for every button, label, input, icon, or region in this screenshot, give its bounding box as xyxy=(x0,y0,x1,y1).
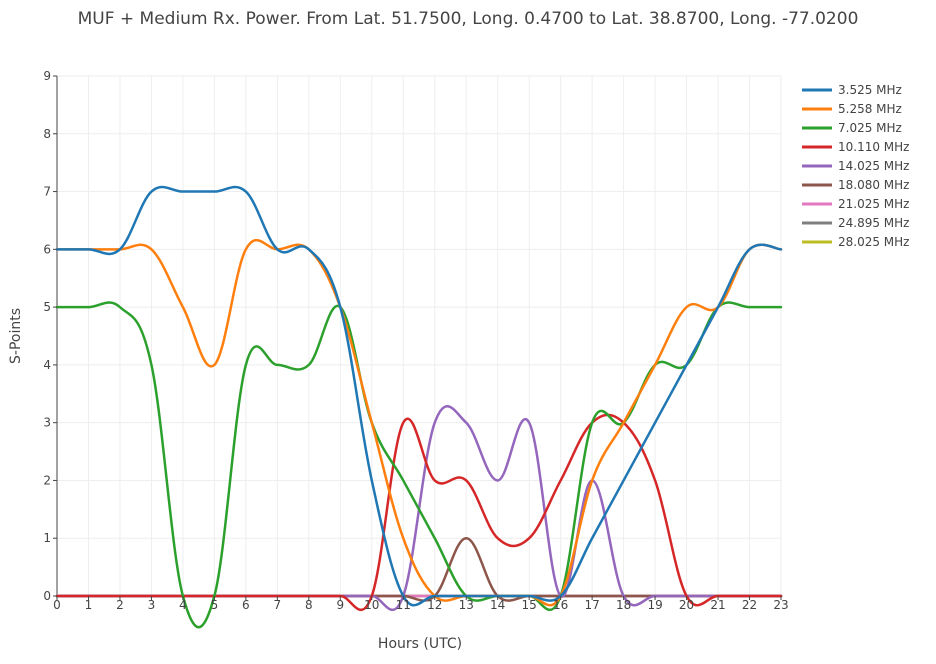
x-tick-label: 10 xyxy=(364,598,379,612)
x-tick-label: 1 xyxy=(85,598,93,612)
legend-item-28-025-mhz[interactable]: 28.025 MHz xyxy=(802,235,909,249)
legend-label: 3.525 MHz xyxy=(838,83,902,97)
y-tick-label: 7 xyxy=(43,185,51,199)
chart-title: MUF + Medium Rx. Power. From Lat. 51.750… xyxy=(77,9,859,29)
x-tick-label: 14 xyxy=(490,598,505,612)
x-tick-label: 7 xyxy=(274,598,282,612)
y-axis-title: S-Points xyxy=(8,308,24,364)
legend[interactable]: 3.525 MHz 5.258 MHz 7.025 MHz 10.110 MHz 14.… xyxy=(802,83,909,249)
x-tick-label: 20 xyxy=(679,598,694,612)
legend-item-7-025-mhz[interactable]: 7.025 MHz xyxy=(802,121,902,135)
x-tick-label: 18 xyxy=(616,598,631,612)
x-tick-label: 13 xyxy=(459,598,474,612)
series-line-7-025-mhz[interactable] xyxy=(55,301,783,629)
legend-item-10-110-mhz[interactable]: 10.110 MHz xyxy=(802,140,909,154)
x-tick-label: 0 xyxy=(53,598,61,612)
legend-item-21-025-mhz[interactable]: 21.025 MHz xyxy=(802,197,909,211)
x-tick-label: 12 xyxy=(427,598,442,612)
legend-label: 28.025 MHz xyxy=(838,235,909,249)
legend-label: 10.110 MHz xyxy=(838,140,909,154)
y-tick-label: 9 xyxy=(43,69,51,83)
legend-label: 14.025 MHz xyxy=(838,159,909,173)
x-axis-title: Hours (UTC) xyxy=(378,636,462,652)
x-tick-label: 2 xyxy=(116,598,124,612)
x-tick-label: 22 xyxy=(742,598,757,612)
x-tick-label: 11 xyxy=(396,598,411,612)
x-tick-label: 16 xyxy=(553,598,568,612)
y-tick-label: 2 xyxy=(43,473,51,487)
x-tick-label: 4 xyxy=(179,598,187,612)
series-line-3-525-mhz[interactable] xyxy=(55,185,783,607)
series-line-10-110-mhz[interactable] xyxy=(55,413,783,612)
legend-label: 18.080 MHz xyxy=(838,178,909,192)
y-tick-label: 4 xyxy=(43,358,51,372)
x-tick-label: 17 xyxy=(584,598,599,612)
y-tick-label: 3 xyxy=(43,416,51,430)
x-tick-label: 23 xyxy=(773,598,788,612)
legend-item-18-080-mhz[interactable]: 18.080 MHz xyxy=(802,178,909,192)
grid xyxy=(56,75,782,597)
legend-item-14-025-mhz[interactable]: 14.025 MHz xyxy=(802,159,909,173)
legend-item-3-525-mhz[interactable]: 3.525 MHz xyxy=(802,83,902,97)
x-tick-label: 9 xyxy=(336,598,344,612)
x-tick-label: 21 xyxy=(710,598,725,612)
legend-item-5-258-mhz[interactable]: 5.258 MHz xyxy=(802,102,902,116)
x-tick-label: 5 xyxy=(211,598,219,612)
series-group xyxy=(55,185,783,629)
legend-label: 5.258 MHz xyxy=(838,102,902,116)
y-tick-label: 1 xyxy=(43,531,51,545)
legend-label: 21.025 MHz xyxy=(838,197,909,211)
y-tick-label: 8 xyxy=(43,127,51,141)
legend-label: 7.025 MHz xyxy=(838,121,902,135)
tick-labels: 0 1 2 3 4 5 6 7 8 9 10 11 12 13 14 15 16 17 18 19 20 21 22 2301… xyxy=(43,69,788,612)
x-tick-label: 15 xyxy=(522,598,537,612)
y-tick-label: 5 xyxy=(43,300,51,314)
legend-label: 24.895 MHz xyxy=(838,216,909,230)
x-tick-label: 3 xyxy=(148,598,156,612)
x-tick-label: 19 xyxy=(647,598,662,612)
y-tick-label: 6 xyxy=(43,242,51,256)
x-tick-label: 6 xyxy=(242,598,250,612)
y-tick-label: 0 xyxy=(43,589,51,603)
legend-item-24-895-mhz[interactable]: 24.895 MHz xyxy=(802,216,909,230)
series-line-5-258-mhz[interactable] xyxy=(55,238,783,607)
x-tick-label: 8 xyxy=(305,598,313,612)
